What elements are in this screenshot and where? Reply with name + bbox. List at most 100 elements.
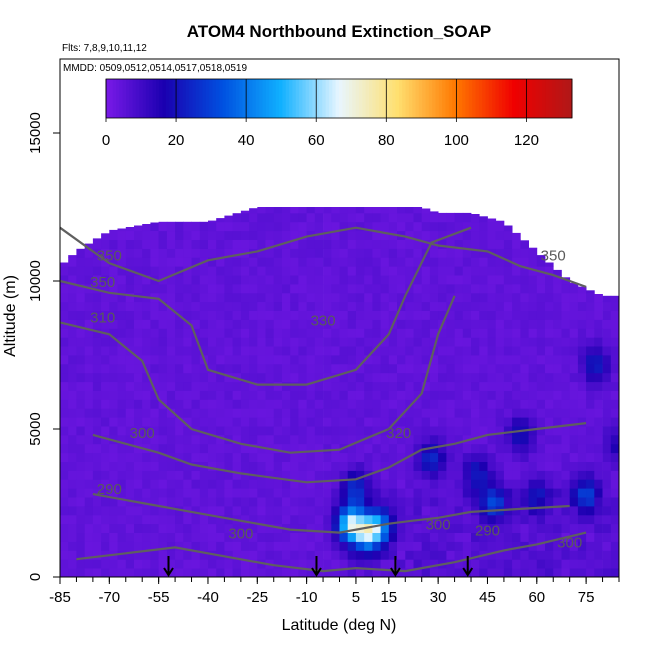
heatmap-cell [577, 452, 587, 462]
heatmap-cell [413, 275, 423, 285]
heatmap-cell [298, 568, 307, 578]
heatmap-cell [610, 497, 620, 507]
heatmap-cell [495, 381, 505, 391]
heatmap-cell [60, 262, 69, 267]
heatmap-cell [545, 479, 554, 489]
colorbar-segment [145, 79, 150, 118]
heatmap-cell [487, 266, 497, 276]
heatmap-cell [232, 257, 242, 267]
heatmap-cell [512, 479, 521, 489]
heatmap-cell [380, 337, 390, 347]
heatmap-cell [380, 310, 390, 320]
heatmap-cell [553, 319, 562, 329]
heatmap-cell [68, 337, 77, 347]
colorbar-segment [119, 79, 124, 118]
heatmap-cell [413, 452, 423, 462]
heatmap-cell [273, 275, 283, 285]
heatmap-cell [405, 541, 414, 551]
colorbar-segment [535, 79, 540, 118]
heatmap-cell [101, 523, 110, 533]
heatmap-cell [569, 355, 579, 365]
heatmap-cell [520, 506, 529, 516]
heatmap-cell [249, 408, 258, 418]
heatmap-cell [183, 417, 192, 427]
heatmap-cell [569, 363, 579, 374]
heatmap-cell [503, 479, 513, 489]
heatmap-cell [282, 550, 291, 560]
colorbar-segment [229, 79, 233, 118]
heatmap-cell [183, 523, 192, 533]
heatmap-cell [545, 372, 554, 383]
heatmap-cell [175, 559, 184, 569]
heatmap-cell [92, 284, 102, 294]
heatmap-cell [503, 426, 513, 436]
heatmap-cell [577, 381, 587, 391]
heatmap-cell [520, 408, 529, 418]
heatmap-cell [224, 381, 233, 391]
heatmap-cell [117, 488, 127, 498]
heatmap-cell [602, 363, 612, 374]
heatmap-cell [314, 355, 324, 365]
heatmap-cell [142, 514, 151, 525]
heatmap-cell [503, 301, 513, 311]
heatmap-cell [569, 497, 579, 507]
heatmap-cell [388, 257, 398, 267]
heatmap-cell [175, 514, 184, 525]
heatmap-cell [150, 506, 159, 516]
heatmap-cell [503, 532, 513, 542]
heatmap-cell [397, 239, 406, 249]
heatmap-cell [397, 212, 406, 223]
heatmap-cell [92, 461, 102, 471]
heatmap-cell [76, 257, 85, 267]
heatmap-cell [191, 355, 201, 365]
heatmap-cell [364, 488, 373, 498]
heatmap-cell [314, 239, 324, 249]
heatmap-cell [224, 239, 233, 249]
heatmap-cell [364, 337, 373, 347]
heatmap-cell [101, 434, 110, 445]
colorbar-segment [485, 79, 490, 118]
heatmap-cell [446, 514, 455, 525]
heatmap-cell [125, 230, 135, 240]
colorbar-segment [272, 79, 277, 118]
heatmap-cell [92, 434, 102, 445]
heatmap-cell [454, 328, 464, 338]
heatmap-cell [331, 390, 340, 400]
heatmap-cell [323, 399, 332, 409]
heatmap-cell [208, 452, 217, 462]
heatmap-cell [183, 248, 192, 258]
heatmap-cell [282, 363, 291, 374]
heatmap-cell [273, 381, 283, 391]
x-tick-label: -85 [49, 589, 71, 606]
colorbar-segment [408, 79, 413, 118]
heatmap-cell [602, 328, 612, 338]
heatmap-cell [380, 408, 390, 418]
heatmap-cell [323, 488, 332, 498]
heatmap-cell [117, 417, 127, 427]
heatmap-cell [282, 417, 291, 427]
heatmap-cell [76, 284, 85, 294]
heatmap-cell [553, 390, 562, 400]
heatmap-cell [68, 488, 77, 498]
heatmap-cell [561, 381, 571, 391]
heatmap-cell [109, 514, 118, 525]
heatmap-cell [150, 248, 159, 258]
heatmap-cell [446, 470, 455, 480]
heatmap-cell [249, 479, 258, 489]
heatmap-cell [158, 248, 168, 258]
heatmap-cell [60, 461, 69, 471]
heatmap-cell [495, 399, 505, 409]
heatmap-cell [265, 275, 275, 285]
heatmap-cell [109, 292, 118, 303]
heatmap-cell [421, 497, 431, 507]
colorbar-segment [562, 79, 566, 118]
heatmap-cell [216, 221, 225, 232]
heatmap-cell [421, 399, 431, 409]
heatmap-cell [175, 239, 184, 249]
heatmap-cell [454, 266, 464, 276]
heatmap-cell [429, 301, 439, 311]
heatmap-cell [545, 559, 554, 569]
heatmap-cell [92, 470, 102, 480]
heatmap-cell [158, 434, 168, 445]
heatmap-cell [413, 301, 423, 311]
